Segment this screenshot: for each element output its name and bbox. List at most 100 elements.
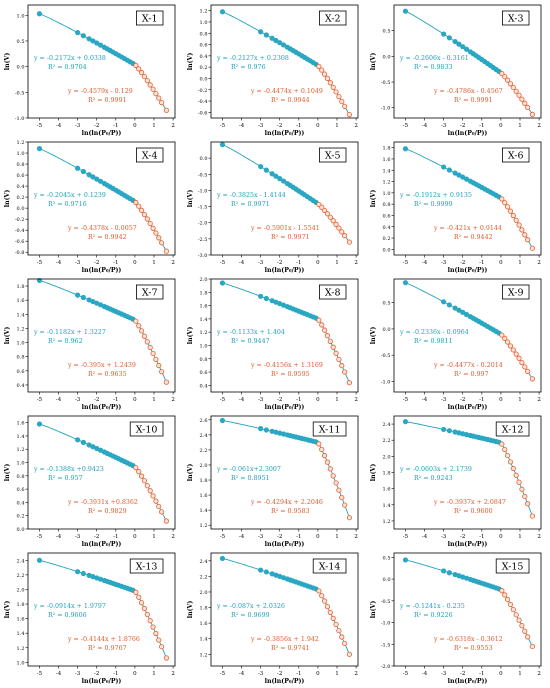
y-tick-label: 0.4: [200, 383, 208, 389]
subplot-x-1: -5 -4 -3 -2 -1 0 1 2 -1.0 -0.5 0.0 0.5 1.0 ln(ln(P₀/P…: [4, 4, 176, 137]
data-point-high: [133, 589, 139, 595]
x-tick-label: 2: [537, 123, 541, 129]
x-tick-label: 0: [316, 260, 320, 266]
data-point-low: [446, 167, 452, 173]
data-point-high: [516, 92, 522, 98]
x-axis-label: ln(ln(P₀/P)): [448, 404, 488, 411]
data-point-high: [346, 112, 353, 118]
low-fit-r2: R² = 0.962: [48, 338, 83, 345]
x-tick-label: -1: [479, 671, 484, 677]
low-fit-equation: y = -0.2045x + 0.1239: [33, 192, 106, 199]
x-tick-label: 0: [133, 671, 137, 677]
low-fit-equation: y = -0.3825x - 1.4144: [216, 192, 286, 199]
data-point-low: [280, 178, 287, 184]
x-tick-label: -4: [422, 397, 428, 403]
data-point-low: [36, 557, 43, 563]
data-point-high: [516, 355, 522, 361]
x-tick-label: 2: [354, 123, 358, 129]
plot-frame: [393, 552, 542, 667]
plot-frame: [210, 141, 359, 256]
data-point-high: [141, 73, 148, 80]
y-tick-label: 1.2: [17, 447, 25, 453]
data-point-high: [529, 111, 536, 118]
y-tick-label: 0.2: [17, 195, 25, 201]
data-point-high: [147, 488, 153, 494]
data-point-high: [156, 637, 162, 643]
data-point-high: [144, 611, 150, 618]
high-fit-r2: R² = 0.9944: [271, 97, 310, 104]
data-point-high: [499, 588, 505, 594]
data-point-high: [342, 233, 348, 239]
y-tick-label: -1.0: [198, 188, 208, 194]
y-tick-label: 0.0: [200, 76, 208, 82]
x-tick-label: -5: [37, 260, 43, 266]
y-tick-label: -0.5: [381, 80, 391, 86]
x-tick-label: -3: [258, 123, 264, 129]
y-tick-label: 0.0: [383, 54, 391, 60]
high-fit-equation: y = -0.4294x + 2.2046: [250, 499, 323, 506]
y-tick-label: 1.0: [383, 191, 391, 197]
x-tick-label: -1: [113, 534, 118, 540]
y-tick-label: 2.2: [383, 438, 391, 444]
data-point-low: [441, 426, 447, 433]
plot-frame: [27, 415, 176, 530]
y-tick-label: 0.4: [17, 184, 25, 190]
y-tick-label: 0.2: [200, 65, 208, 71]
low-fit-r2: R² = 0.8951: [231, 475, 270, 482]
data-point-low: [441, 31, 447, 37]
panel-title-box: [135, 10, 164, 26]
plot-frame: [210, 415, 359, 530]
data-point-high: [133, 465, 139, 471]
x-tick-label: -1: [113, 397, 118, 403]
low-fit-equation: y = -0.0914x + 1.9797: [33, 603, 106, 610]
data-point-high: [163, 518, 170, 524]
data-point-high: [159, 240, 165, 246]
x-axis-label: ln(ln(P₀/P)): [265, 267, 305, 274]
plot-frame: [393, 141, 542, 256]
y-tick-label: 1.2: [17, 326, 25, 332]
y-axis-label: ln(V): [370, 327, 377, 345]
data-point-high: [153, 498, 159, 504]
high-fit-r2: R² = 0.9583: [271, 508, 310, 515]
low-fit-r2: R² = 0.9716: [48, 201, 87, 208]
y-tick-label: 1.2: [383, 519, 391, 525]
x-tick-label: -1: [113, 123, 118, 129]
data-point-high: [513, 88, 519, 94]
subplot-x-6: -5 -4 -3 -2 -1 0 1 2 0.0 0.2 0.4 0.6 0.8 1.0 1.2 1.4 1.6…: [370, 141, 542, 274]
x-tick-label: 0: [133, 260, 137, 266]
data-point-high: [156, 362, 162, 369]
x-tick-label: -4: [422, 123, 428, 129]
subplot-x-8: -5 -4 -3 -2 -1 0 1 2 0.4 0.6 0.8 1.0 1.2 1.4 1.6 1.8 2.0…: [187, 277, 359, 411]
data-point-high: [138, 70, 145, 76]
y-tick-label: 1.0: [17, 341, 25, 347]
high-fit-r2: R² = 0.9553: [454, 645, 493, 652]
data-point-high: [333, 221, 339, 227]
x-tick-label: 0: [316, 123, 320, 129]
x-tick-label: -1: [296, 260, 301, 266]
data-point-high: [144, 339, 150, 345]
panel-title: X-2: [325, 14, 341, 25]
y-tick-label: 0.4: [17, 383, 25, 389]
y-tick-label: 1.2: [17, 646, 25, 652]
data-point-high: [342, 369, 348, 375]
data-point-low: [463, 176, 470, 182]
data-point-low: [263, 167, 269, 173]
x-tick-label: -5: [37, 534, 43, 540]
x-tick-label: 1: [335, 260, 339, 266]
data-point-high: [147, 220, 153, 227]
panel-title-box: [135, 147, 164, 163]
high-fit-r2: R² = 0.9595: [271, 371, 310, 378]
high-fit-equation: y = -0.3856x + 1.942: [250, 636, 319, 643]
y-axis-label: ln(V): [4, 327, 11, 345]
high-fit-r2: R² = 0.9971: [271, 234, 310, 241]
x-tick-label: 1: [152, 397, 156, 403]
data-point-low: [402, 146, 409, 152]
data-point-high: [504, 452, 511, 459]
low-fit-equation: y = -0.2127x + 0.2308: [216, 55, 289, 62]
y-tick-label: 2.0: [383, 454, 391, 460]
x-tick-label: -1: [113, 671, 118, 677]
y-tick-label: 1.6: [383, 157, 391, 163]
y-tick-label: 1.2: [200, 330, 208, 336]
data-point-low: [36, 421, 43, 427]
y-tick-label: 1.8: [17, 602, 25, 608]
